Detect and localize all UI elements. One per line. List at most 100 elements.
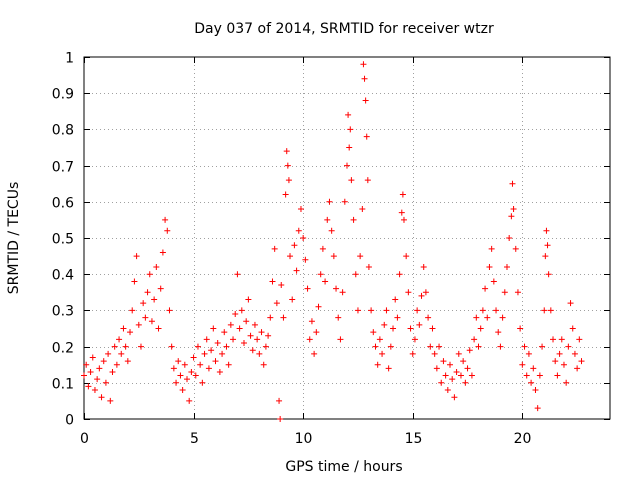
- data-point: [177, 372, 184, 379]
- data-point: [364, 177, 371, 184]
- data-point: [230, 336, 237, 343]
- data-point: [473, 314, 480, 321]
- data-point: [468, 372, 475, 379]
- data-point: [225, 361, 232, 368]
- data-point: [508, 213, 515, 220]
- data-point: [105, 350, 112, 357]
- data-point: [462, 379, 469, 386]
- data-point: [512, 245, 519, 252]
- data-point: [457, 372, 464, 379]
- data-point: [556, 350, 563, 357]
- data-point: [283, 148, 290, 155]
- data-point: [155, 325, 162, 332]
- data-point: [403, 253, 410, 260]
- data-point: [471, 336, 478, 343]
- y-tick-label: 0.9: [52, 87, 74, 103]
- y-tick-label: 0.6: [52, 196, 74, 212]
- data-point: [399, 191, 406, 198]
- data-point: [455, 350, 462, 357]
- data-point: [396, 271, 403, 278]
- data-point: [509, 180, 516, 187]
- data-point: [260, 361, 267, 368]
- data-point: [89, 354, 96, 361]
- axis-ticks: [84, 57, 610, 420]
- data-point: [519, 361, 526, 368]
- data-point: [433, 365, 440, 372]
- data-point: [271, 245, 278, 252]
- y-tick-label: 0.7: [52, 160, 74, 176]
- data-point: [113, 361, 120, 368]
- data-point: [328, 227, 335, 234]
- data-point: [236, 325, 243, 332]
- data-point: [447, 361, 454, 368]
- data-point: [146, 271, 153, 278]
- data-point: [127, 329, 134, 336]
- data-point: [85, 383, 92, 390]
- data-point: [304, 285, 311, 292]
- data-point: [576, 336, 583, 343]
- data-point: [153, 263, 160, 270]
- x-tick-label: 10: [295, 431, 313, 447]
- x-axis-label: GPS time / hours: [285, 459, 402, 475]
- data-point: [107, 397, 114, 404]
- x-tick-label: 0: [80, 431, 89, 447]
- data-point: [449, 376, 456, 383]
- data-point: [293, 267, 300, 274]
- data-point: [302, 256, 309, 263]
- data-point: [333, 285, 340, 292]
- data-point: [418, 292, 425, 299]
- data-point: [291, 242, 298, 249]
- data-point: [517, 325, 524, 332]
- data-point: [560, 361, 567, 368]
- data-point: [308, 318, 315, 325]
- data-point: [162, 216, 169, 223]
- data-point: [319, 245, 326, 252]
- data-point: [387, 343, 394, 350]
- data-point: [362, 97, 369, 104]
- data-point: [571, 350, 578, 357]
- data-point: [398, 209, 405, 216]
- data-point: [249, 347, 256, 354]
- data-point: [223, 343, 230, 350]
- data-point: [554, 372, 561, 379]
- data-point: [194, 343, 201, 350]
- data-point: [574, 365, 581, 372]
- data-point: [385, 365, 392, 372]
- x-tick-label: 15: [405, 431, 423, 447]
- data-point: [313, 329, 320, 336]
- data-point: [482, 285, 489, 292]
- data-point: [363, 133, 370, 140]
- y-tick-label: 0: [65, 413, 74, 429]
- data-point: [98, 394, 105, 401]
- data-point: [503, 263, 510, 270]
- data-point: [341, 198, 348, 205]
- data-point: [170, 365, 177, 372]
- data-point: [137, 343, 144, 350]
- data-point: [203, 336, 210, 343]
- data-point: [416, 321, 423, 328]
- data-point: [440, 358, 447, 365]
- data-point: [379, 350, 386, 357]
- data-point: [208, 347, 215, 354]
- data-point: [94, 376, 101, 383]
- data-point: [400, 216, 407, 223]
- y-tick-label: 0.3: [52, 304, 74, 320]
- data-point: [142, 314, 149, 321]
- data-point: [276, 397, 283, 404]
- data-point: [254, 336, 261, 343]
- data-point: [216, 368, 223, 375]
- data-point: [240, 339, 247, 346]
- data-point: [359, 206, 366, 213]
- data-point: [460, 358, 467, 365]
- data-point: [317, 271, 324, 278]
- data-point: [300, 235, 307, 241]
- data-point: [464, 365, 471, 372]
- data-point: [372, 343, 379, 350]
- data-point: [256, 350, 263, 357]
- data-point: [523, 372, 530, 379]
- data-point: [243, 318, 250, 325]
- data-point: [311, 350, 318, 357]
- data-point: [429, 325, 436, 332]
- data-point: [528, 379, 535, 386]
- data-point: [267, 314, 274, 321]
